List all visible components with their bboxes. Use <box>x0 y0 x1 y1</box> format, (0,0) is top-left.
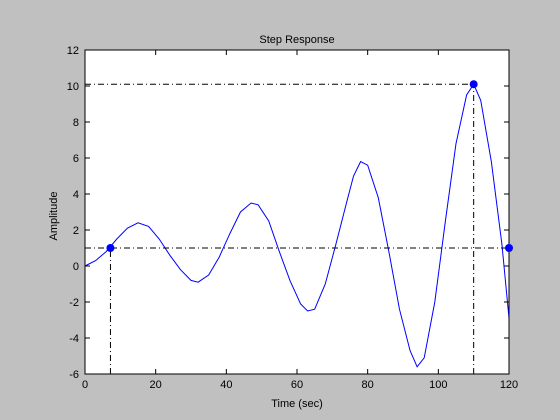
y-tick-label: 4 <box>73 189 79 201</box>
y-tick-label: 10 <box>67 81 79 93</box>
y-tick-label: 8 <box>73 117 79 129</box>
x-tick-label: 40 <box>220 379 232 391</box>
marker <box>106 244 115 252</box>
x-tick-label: 120 <box>500 379 518 391</box>
y-tick-label: 12 <box>67 45 79 57</box>
x-tick-label: 0 <box>82 379 88 391</box>
axes-box <box>84 49 510 375</box>
x-tick-label: 60 <box>291 379 303 391</box>
y-tick-label: 2 <box>73 225 79 237</box>
marker <box>505 244 513 252</box>
x-tick-label: 20 <box>150 379 162 391</box>
y-tick-label: -6 <box>69 369 79 381</box>
y-axis-label: Amplitude <box>48 192 60 241</box>
x-tick-label: 80 <box>362 379 374 391</box>
y-tick-label: -2 <box>69 297 79 309</box>
x-tick-label: 100 <box>429 379 447 391</box>
y-tick-label: -4 <box>69 333 79 345</box>
x-axis-label: Time (sec) <box>271 398 323 410</box>
y-tick-label: 0 <box>73 261 79 273</box>
y-tick-label: 6 <box>73 153 79 165</box>
chart-title: Step Response <box>259 34 334 46</box>
marker <box>469 80 478 89</box>
